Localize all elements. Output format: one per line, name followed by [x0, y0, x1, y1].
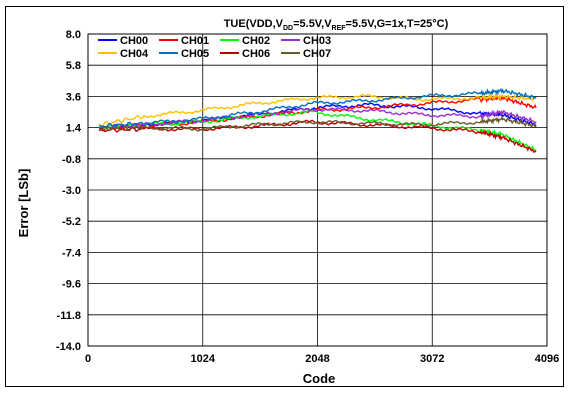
y-tick-label: -14.0: [56, 341, 81, 353]
y-tick-label: -3.0: [62, 185, 81, 197]
legend-item-ch02: CH02: [220, 35, 270, 47]
y-tick-label: -11.8: [57, 310, 81, 322]
legend-item-ch07: CH07: [281, 48, 331, 60]
title-vref-subscript: REF: [332, 25, 347, 32]
series-line-ch07: [98, 115, 537, 132]
legend-item-ch03: CH03: [281, 35, 331, 47]
legend-item-ch05: CH05: [159, 48, 209, 60]
x-tick-labels: 0 1024 2048 3072 4096: [85, 353, 559, 365]
title-prefix: TUE(VDD,V: [224, 18, 284, 30]
legend-label: CH07: [303, 48, 331, 60]
series-line-ch06: [98, 119, 537, 154]
legend-label: CH03: [303, 35, 331, 47]
plot-border: [87, 33, 548, 347]
y-tick-label: 5.8: [66, 60, 81, 72]
x-tick-label: 2048: [305, 353, 329, 365]
legend-item-ch01: CH01: [159, 35, 209, 47]
chart-title: TUE(VDD,VDD=5.5V,VREF=5.5V,G=1x,T=25°C): [224, 18, 449, 32]
legend-item-ch04: CH04: [98, 48, 149, 60]
y-tick-label: 1.4: [66, 123, 82, 135]
legend-label: CH05: [181, 48, 209, 60]
series-lines: [98, 88, 537, 154]
y-tick-label: 3.6: [66, 91, 81, 103]
y-tick-label: 8.0: [66, 29, 81, 41]
series-line-ch04: [98, 92, 537, 127]
series-line-ch05: [98, 88, 537, 129]
y-tick-label: -9.6: [62, 279, 81, 291]
chart-frame: 8.0 5.8 3.6 1.4 -0.8 -3.0 -5.2 -7.4 -9.6 -11.8 -14…: [5, 6, 564, 387]
x-axis-label: Code: [303, 371, 336, 386]
legend: CH00 CH01 CH02 CH03 CH04 CH05 CH06 CH07: [98, 35, 331, 60]
y-tick-label: -7.4: [62, 247, 82, 259]
title-vdd-subscript: DD: [283, 25, 293, 32]
legend-item-ch00: CH00: [98, 35, 148, 47]
y-tick-label: -5.2: [62, 216, 81, 228]
legend-label: CH06: [242, 48, 270, 60]
x-tick-label: 3072: [420, 353, 444, 365]
error-chart: 8.0 5.8 3.6 1.4 -0.8 -3.0 -5.2 -7.4 -9.6 -11.8 -14…: [16, 18, 559, 386]
x-tick-label: 1024: [191, 353, 216, 365]
legend-label: CH02: [242, 35, 270, 47]
x-tick-label: 0: [85, 353, 91, 365]
gridlines: [87, 33, 548, 347]
title-mid: =5.5V,V: [293, 18, 332, 30]
legend-label: CH01: [181, 35, 209, 47]
legend-label: CH00: [120, 35, 148, 47]
y-tick-labels: 8.0 5.8 3.6 1.4 -0.8 -3.0 -5.2 -7.4 -9.6 -11.8 -14…: [56, 29, 82, 353]
x-tick-label: 4096: [535, 353, 559, 365]
y-tick-label: -0.8: [62, 154, 81, 166]
title-suffix: =5.5V,G=1x,T=25°C): [346, 18, 449, 30]
legend-item-ch06: CH06: [220, 48, 270, 60]
legend-label: CH04: [120, 48, 149, 60]
y-axis-label: Error [LSb]: [16, 169, 31, 238]
